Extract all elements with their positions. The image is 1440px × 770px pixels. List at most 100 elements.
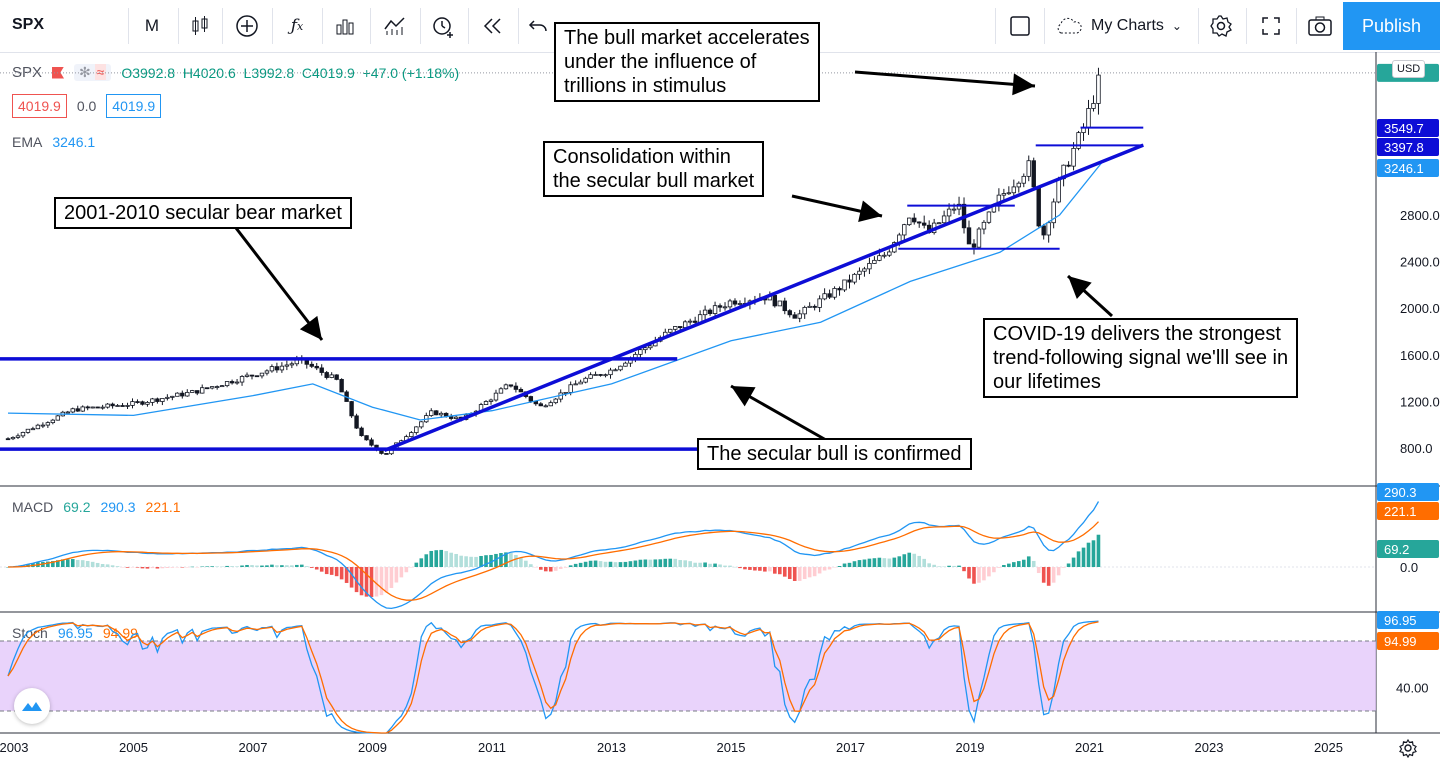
replay-icon[interactable] bbox=[478, 10, 508, 42]
alert-icon[interactable] bbox=[428, 10, 458, 42]
flag-icon[interactable] bbox=[52, 66, 65, 79]
time-tick-label: 2005 bbox=[119, 740, 148, 755]
macd-histogram-bar bbox=[85, 560, 90, 567]
macd-histogram-bar bbox=[638, 559, 643, 567]
macd-histogram-bar bbox=[299, 564, 304, 567]
toolbar-divider bbox=[322, 8, 323, 44]
candle-up bbox=[702, 309, 708, 316]
time-tick-label: 2017 bbox=[836, 740, 865, 755]
ema-label: EMA bbox=[12, 134, 43, 150]
macd-histogram-bar bbox=[708, 563, 712, 567]
macd-histogram-bar bbox=[753, 567, 757, 571]
macd-histogram-bar bbox=[70, 559, 75, 567]
macd-histogram-bar bbox=[190, 566, 195, 568]
fullscreen-icon[interactable] bbox=[1256, 10, 1286, 42]
macd-histogram-bar bbox=[51, 561, 55, 567]
macd-histogram-bar bbox=[733, 566, 737, 568]
toolbar-divider bbox=[518, 8, 519, 44]
candle-down bbox=[314, 365, 319, 369]
candle-up bbox=[1076, 132, 1081, 149]
candle-down bbox=[827, 293, 832, 298]
macd-label: MACD bbox=[12, 499, 54, 515]
layout-icon[interactable] bbox=[1006, 10, 1034, 42]
ask-price[interactable]: 4019.9 bbox=[106, 94, 162, 118]
currency-label[interactable]: USD bbox=[1392, 60, 1426, 78]
macd-histogram-bar bbox=[1056, 567, 1061, 576]
toolbar-divider bbox=[370, 8, 371, 44]
macd-signal-value: 221.1 bbox=[145, 499, 181, 515]
macd-legend: MACD 69.2 290.3 221.1 bbox=[12, 499, 181, 515]
candle-up bbox=[1001, 193, 1007, 196]
candles-icon[interactable] bbox=[186, 10, 214, 42]
chart-canvas[interactable]: 800.0 1200.0 1600.0 2000.0 2400.0 2800.0 2003 2… bbox=[0, 52, 1440, 770]
macd-histogram-bar bbox=[534, 567, 538, 568]
macd-badge-signal: 221.1 bbox=[1384, 504, 1417, 519]
macd-histogram-bar bbox=[977, 567, 981, 583]
toolbar-divider bbox=[272, 8, 273, 44]
add-compare-icon[interactable] bbox=[232, 10, 262, 42]
logo-icon[interactable] bbox=[14, 688, 50, 724]
publish-button[interactable]: Publish bbox=[1343, 2, 1440, 50]
toolbar-divider bbox=[1044, 8, 1045, 44]
macd-histogram-bar bbox=[255, 565, 259, 567]
candle-up bbox=[867, 263, 872, 270]
candle-up bbox=[55, 415, 61, 421]
macd-histogram-bar bbox=[822, 567, 827, 571]
candle-down bbox=[434, 410, 439, 416]
candle-down bbox=[598, 374, 603, 376]
candle-down bbox=[966, 227, 972, 245]
macd-histogram-bar bbox=[65, 559, 70, 567]
candle-down bbox=[95, 406, 100, 409]
macd-histogram-bar bbox=[608, 561, 613, 567]
candle-up bbox=[712, 305, 718, 314]
stoch-badge-d: 94.99 bbox=[1384, 634, 1417, 649]
symbol-search[interactable]: SPX bbox=[12, 16, 45, 33]
price-tick-label: 1600.0 bbox=[1400, 348, 1440, 363]
arrow-accelerates bbox=[854, 70, 1036, 88]
axis-settings-icon[interactable] bbox=[1398, 738, 1418, 763]
macd-histogram-bar bbox=[319, 567, 324, 572]
macd-histogram-bar bbox=[763, 567, 767, 572]
settings-icon[interactable] bbox=[1206, 10, 1236, 42]
candle-up bbox=[802, 307, 807, 315]
candle-up bbox=[289, 363, 295, 366]
candle-up bbox=[583, 377, 588, 383]
candle-up bbox=[209, 386, 215, 389]
templates-icon[interactable] bbox=[380, 10, 410, 42]
candle-down bbox=[334, 374, 339, 380]
macd-histogram-bar bbox=[459, 555, 463, 567]
candle-down bbox=[339, 379, 344, 393]
time-tick-label: 2019 bbox=[956, 740, 985, 755]
candle-up bbox=[483, 401, 489, 405]
macd-histogram-bar bbox=[95, 562, 100, 567]
candle-down bbox=[917, 221, 922, 224]
candle-up bbox=[1011, 186, 1017, 194]
macd-histogram-bar bbox=[180, 567, 185, 568]
candle-up bbox=[503, 384, 509, 390]
candle-up bbox=[244, 374, 250, 377]
macd-line bbox=[7, 501, 1100, 610]
macd-histogram-bar bbox=[419, 558, 424, 567]
financials-icon[interactable] bbox=[330, 10, 360, 42]
macd-histogram-bar bbox=[339, 567, 344, 580]
macd-histogram-bar bbox=[792, 567, 797, 581]
undo-icon[interactable] bbox=[526, 10, 550, 42]
my-charts-menu[interactable]: My Charts ⌄ bbox=[1055, 10, 1182, 42]
price-tick-label: 2000.0 bbox=[1400, 301, 1440, 316]
candle-up bbox=[429, 410, 434, 416]
candle-up bbox=[279, 365, 285, 371]
macd-histogram-bar bbox=[942, 566, 946, 568]
macd-histogram-bar bbox=[957, 565, 961, 567]
macd-histogram-bar bbox=[295, 564, 299, 567]
snapshot-icon[interactable] bbox=[1304, 10, 1336, 42]
candle-down bbox=[5, 438, 11, 441]
bid-price[interactable]: 4019.9 bbox=[12, 94, 67, 118]
macd-histogram-bar bbox=[240, 565, 244, 567]
macd-histogram-bar bbox=[1002, 565, 1006, 567]
interval-button[interactable]: M bbox=[144, 16, 160, 35]
macd-histogram-bar bbox=[165, 567, 170, 568]
candle-up bbox=[807, 305, 812, 308]
macd-histogram-bar bbox=[474, 556, 478, 567]
macd-histogram-bar bbox=[434, 550, 439, 567]
